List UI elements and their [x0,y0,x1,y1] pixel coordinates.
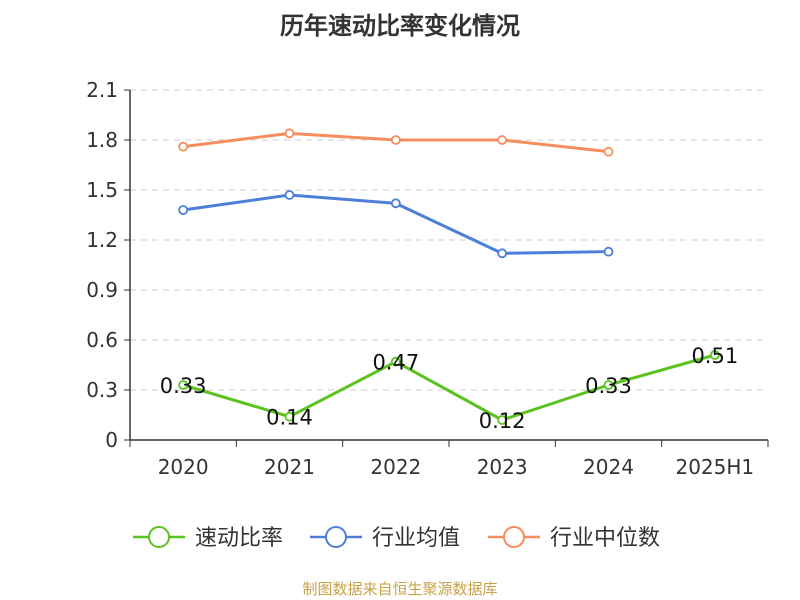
x-tick-label: 2021 [264,455,315,479]
y-tick-label: 0.6 [86,328,118,352]
data-point [497,415,508,425]
data-point [178,141,189,152]
data-label: 0.33 [585,374,632,398]
data-point [497,248,508,259]
y-tick-label: 0.9 [86,278,118,302]
legend-label: 速动比率 [195,526,283,551]
data-point [390,356,401,367]
x-tick-label: 2020 [158,455,209,479]
series-line-0 [182,353,716,422]
x-axis-ticks: 2020 2021 2022 2023 2024 2025H1 [129,440,769,479]
data-label: 0.51 [691,344,738,368]
y-tick-label: 2.1 [86,78,118,102]
x-tick-label: 2022 [370,455,421,479]
series-points [178,128,720,425]
legend-label: 行业均值 [372,526,460,551]
legend-marker [503,526,525,548]
data-point [284,128,295,139]
data-point [497,135,508,145]
series-lines [182,131,716,422]
source-note: 制图数据来自恒生聚源数据库 [302,580,498,598]
data-labels: 0.33 0.14 0.47 0.12 0.33 0.51 [160,344,738,433]
x-tick-label: 2025H1 [675,455,754,479]
data-point [284,190,295,200]
data-point [178,205,189,215]
grid-lines [130,89,768,391]
data-point [603,146,614,157]
data-label: 0.14 [266,406,313,430]
data-point [390,135,401,145]
data-point [603,246,614,257]
y-tick-label: 1.2 [86,228,118,252]
legend-marker [148,526,170,548]
data-point [390,198,401,209]
data-point [178,380,189,390]
y-tick-label: 0.3 [86,378,118,402]
data-point [603,380,614,390]
chart-title: 历年速动比率变化情况 [280,12,520,40]
y-axis-ticks: 0 0.3 0.6 0.9 1.2 1.5 1.8 2.1 [86,78,130,452]
y-tick-label: 1.8 [86,128,118,152]
data-point [709,350,720,360]
data-label: 0.12 [479,409,526,433]
data-label: 0.33 [160,374,207,398]
legend-label: 行业中位数 [550,526,660,551]
legend: 速动比率 行业均值 行业中位数 [133,526,660,551]
y-tick-label: 1.5 [86,178,118,202]
x-tick-label: 2023 [477,455,528,479]
legend-marker [325,526,347,548]
data-point [284,411,295,422]
data-label: 0.47 [372,351,419,375]
x-tick-label: 2024 [583,455,634,479]
y-tick-label: 0 [105,428,118,452]
